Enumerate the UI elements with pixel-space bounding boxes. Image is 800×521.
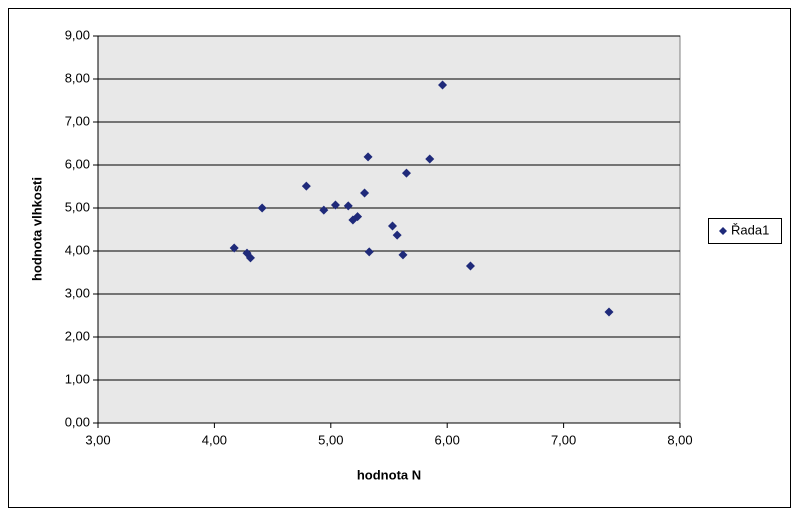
point bbox=[364, 247, 374, 257]
x-tick-label: 3,00 bbox=[85, 432, 110, 447]
point bbox=[604, 307, 614, 317]
point bbox=[319, 205, 329, 215]
y-tick-label: 3,00 bbox=[65, 285, 90, 300]
y-tick-label: 8,00 bbox=[65, 70, 90, 85]
x-tick-label: 5,00 bbox=[318, 432, 343, 447]
point bbox=[425, 154, 435, 164]
point bbox=[245, 253, 255, 263]
point bbox=[401, 168, 411, 178]
point bbox=[353, 212, 363, 222]
point bbox=[438, 80, 448, 90]
point bbox=[392, 230, 402, 240]
y-tick-label: 9,00 bbox=[65, 27, 90, 42]
x-tick-label: 6,00 bbox=[435, 432, 460, 447]
point bbox=[387, 221, 397, 231]
x-axis-title: hodnota N bbox=[357, 467, 421, 482]
point bbox=[330, 200, 340, 210]
point bbox=[257, 203, 267, 213]
point bbox=[465, 261, 475, 271]
point bbox=[363, 152, 373, 162]
y-axis-title: hodnota vlhkosti bbox=[29, 177, 44, 281]
y-tick-label: 5,00 bbox=[65, 199, 90, 214]
legend-label: Řada1 bbox=[731, 222, 769, 237]
point bbox=[343, 201, 353, 211]
x-tick-label: 8,00 bbox=[667, 432, 692, 447]
y-tick-label: 4,00 bbox=[65, 242, 90, 257]
y-tick-label: 2,00 bbox=[65, 328, 90, 343]
point bbox=[360, 188, 370, 198]
point bbox=[398, 250, 408, 260]
legend-marker bbox=[719, 227, 727, 235]
y-tick-label: 1,00 bbox=[65, 371, 90, 386]
y-tick-label: 6,00 bbox=[65, 156, 90, 171]
point bbox=[301, 181, 311, 191]
point bbox=[229, 243, 239, 253]
plot-area bbox=[97, 35, 681, 424]
x-tick-label: 7,00 bbox=[551, 432, 576, 447]
y-tick-label: 7,00 bbox=[65, 113, 90, 128]
y-tick-label: 0,00 bbox=[65, 414, 90, 429]
x-tick-label: 4,00 bbox=[202, 432, 227, 447]
